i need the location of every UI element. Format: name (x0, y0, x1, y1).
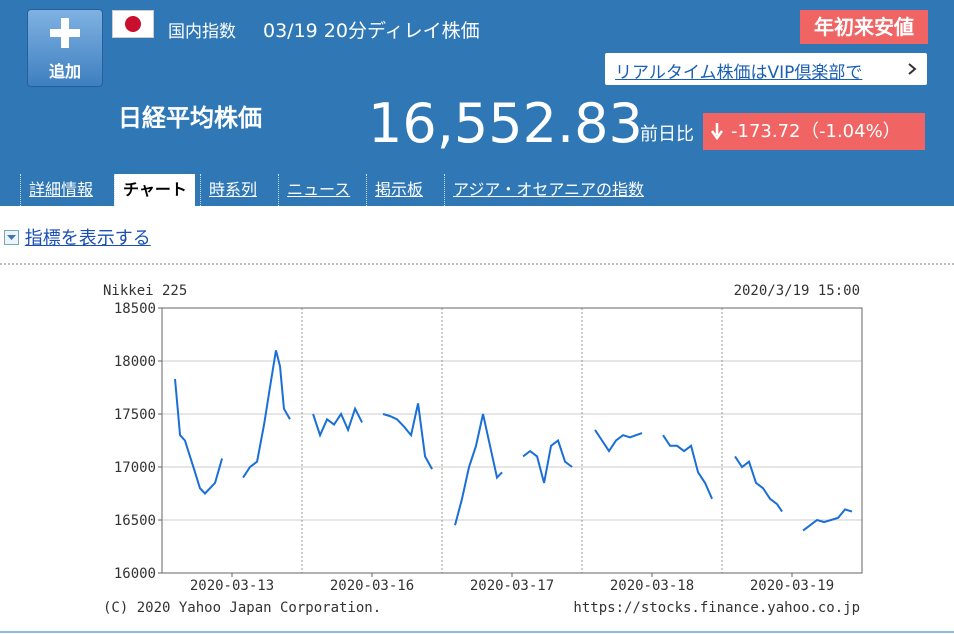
indicator-toggle[interactable]: 指標を表示する (4, 224, 151, 250)
tab[interactable]: アジア・オセアニアの指数 (444, 174, 652, 206)
change-pct: （-1.04%） (801, 121, 901, 142)
change: -173.72 (731, 121, 801, 142)
vip-link[interactable]: リアルタイム株価はVIP倶楽部で (605, 53, 927, 85)
source-url: https://stocks.finance.yahoo.co.jp (573, 600, 860, 616)
x-tick-label: 2020-03-16 (330, 578, 414, 594)
tab[interactable]: 詳細情報 (20, 174, 101, 206)
category: 国内指数 (168, 22, 236, 42)
y-tick-label: 18500 (114, 301, 156, 317)
plot-frame (161, 307, 863, 574)
change-box: -173.72 （-1.04%） (703, 113, 925, 150)
x-tick-label: 2020-03-18 (610, 578, 694, 594)
change-label: 前日比 (640, 124, 694, 145)
x-tick-label: 2020-03-13 (190, 578, 274, 594)
y-tick-label: 17500 (114, 407, 156, 423)
y-tick-label: 17000 (114, 460, 156, 476)
y-tick-label: 16500 (114, 513, 156, 529)
delay-info: 03/19 20分ディレイ株価 (263, 20, 480, 42)
tab[interactable]: チャート (114, 174, 195, 206)
timestamp: 2020/3/19 15:00 (734, 283, 860, 299)
divider (0, 263, 954, 265)
copyright: (C) 2020 Yahoo Japan Corporation. (103, 600, 381, 616)
header: 追加 国内指数 03/19 20分ディレイ株価 年初来安値 リアルタイム株価はV… (0, 0, 954, 206)
tab[interactable]: 時系列 (200, 174, 265, 206)
chart-title: Nikkei 225 (103, 283, 187, 299)
y-tick-label: 16000 (114, 566, 156, 582)
chart: Nikkei 225 2020/3/19 15:00 (C) 2020 Yahoo … (103, 283, 863, 616)
indicator-link: 指標を表示する (24, 228, 151, 249)
tab[interactable]: ニュース (278, 174, 358, 206)
add-label: 追加 (48, 62, 81, 81)
down-arrow (711, 123, 723, 140)
x-tick-label: 2020-03-17 (470, 578, 554, 594)
badge: 年初来安値 (800, 10, 928, 44)
plus-icon (50, 18, 80, 48)
bottom-rule (0, 631, 954, 633)
chevron (908, 63, 917, 75)
price: 16,552.83 (368, 92, 643, 155)
toggle-icon (4, 230, 19, 245)
flag (112, 10, 154, 38)
tab[interactable]: 掲示板 (366, 174, 431, 206)
x-tick-label: 2020-03-19 (750, 578, 834, 594)
add-button[interactable]: 追加 (27, 9, 103, 87)
y-tick-label: 18000 (114, 354, 156, 370)
stock-name: 日経平均株価 (118, 104, 262, 132)
vip-text: リアルタイム株価はVIP倶楽部で (615, 63, 863, 83)
price-line (174, 350, 853, 532)
